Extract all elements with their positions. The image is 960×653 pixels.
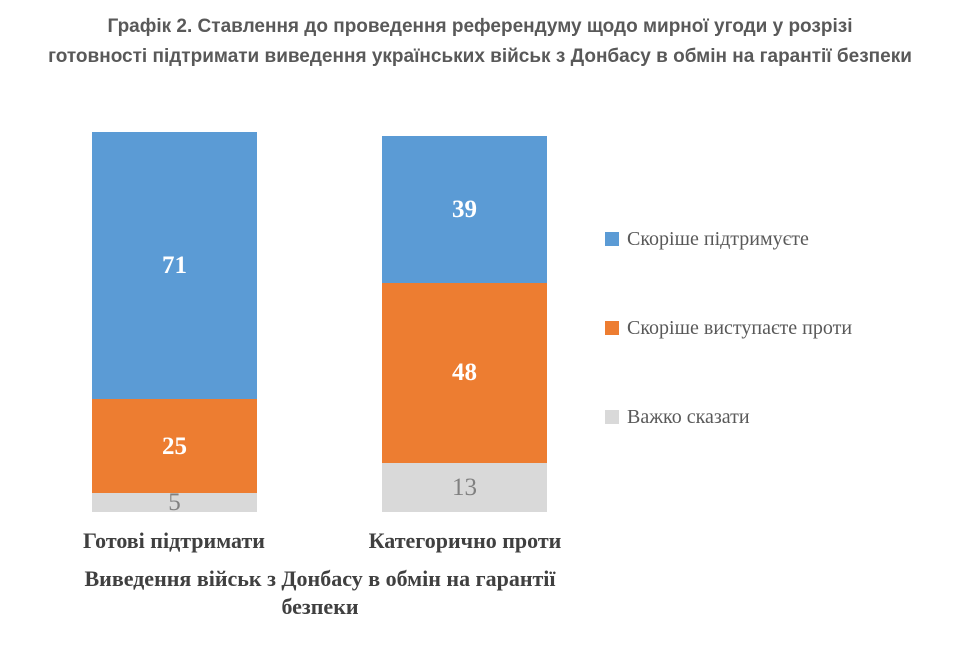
data-label: 13 (452, 474, 477, 502)
x-axis-title: Виведення військ з Донбасу в обмін на га… (84, 565, 555, 621)
bar-1: 71 25 5 (92, 132, 257, 517)
legend-label: Скоріше виступаєте проти (627, 316, 853, 339)
legend-item-2: Скоріше виступаєте проти (605, 316, 852, 340)
data-label: 71 (162, 252, 187, 280)
legend: Скоріше підтримуєте Скоріше виступаєте пр… (605, 227, 852, 494)
data-label: 5 (168, 489, 181, 517)
chart-title-line-1: Графік 2. Ставлення до проведення рефере… (107, 16, 853, 37)
x-axis-title-line-2: безпеки (281, 594, 359, 619)
bar-2: 39 48 13 (382, 136, 547, 512)
category-label-2: Категорично проти (368, 528, 562, 553)
data-label: 48 (452, 359, 477, 387)
bar-1-segment-1: 71 (92, 132, 257, 400)
bar-1-segment-3: 5 (92, 489, 257, 517)
bar-2-segment-1: 39 (382, 136, 547, 283)
data-label: 25 (162, 432, 187, 460)
bar-2-segment-3: 13 (382, 463, 547, 512)
x-axis-title-line-1: Виведення військ з Донбасу в обмін на га… (84, 566, 556, 591)
legend-swatch-icon (605, 232, 619, 246)
legend-item-1: Скоріше підтримуєте (605, 227, 852, 251)
legend-swatch-icon (605, 321, 619, 335)
chart-title-line-2: готовності підтримати виведення українсь… (48, 46, 912, 67)
legend-item-3: Важко сказати (605, 405, 852, 429)
data-label: 39 (452, 195, 477, 223)
legend-swatch-icon (605, 410, 619, 424)
bar-1-segment-2: 25 (92, 399, 257, 494)
chart-title: Графік 2. Ставлення до проведення рефере… (0, 12, 960, 72)
legend-label: Важко сказати (627, 405, 750, 428)
category-label-1: Готові підтримати (83, 528, 265, 553)
legend-label: Скоріше підтримуєте (627, 227, 809, 250)
bar-2-segment-2: 48 (382, 282, 547, 464)
